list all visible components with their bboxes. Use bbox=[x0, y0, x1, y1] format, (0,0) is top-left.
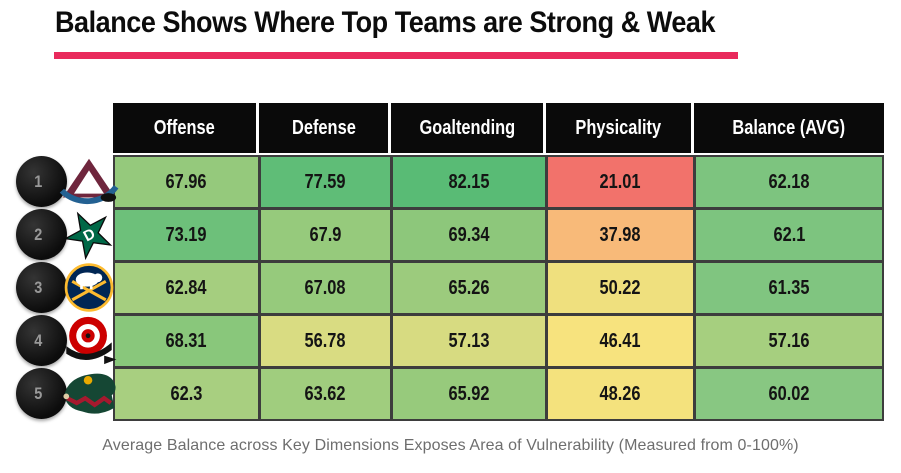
stat-value: 62.1 bbox=[773, 223, 805, 246]
stat-value: 65.26 bbox=[448, 276, 490, 299]
stat-cell: 68.31 bbox=[115, 316, 258, 366]
stat-cell: 57.13 bbox=[393, 316, 545, 366]
rank-number: 4 bbox=[34, 330, 43, 350]
stat-value: 63.62 bbox=[304, 382, 347, 405]
column-header-defense: Defense bbox=[259, 103, 388, 153]
buffalo-sabres-logo bbox=[64, 263, 114, 312]
dallas-stars-logo: D bbox=[63, 211, 113, 261]
stat-value: 57.13 bbox=[448, 329, 490, 352]
stat-cell: 50.22 bbox=[548, 263, 693, 313]
title-underline bbox=[54, 52, 738, 59]
stat-value: 37.98 bbox=[599, 223, 642, 246]
stat-value: 77.59 bbox=[304, 170, 347, 193]
caption: Average Balance across Key Dimensions Ex… bbox=[102, 437, 799, 454]
rank-badge: 1 bbox=[16, 155, 120, 208]
table-header-row: Offense Defense Goaltending Physicality … bbox=[113, 103, 884, 153]
rank-circle: 3 bbox=[16, 262, 67, 313]
stat-cell: 21.01 bbox=[548, 157, 693, 207]
stat-value: 21.01 bbox=[599, 170, 642, 193]
stat-value: 62.18 bbox=[768, 170, 810, 193]
stat-cell: 61.35 bbox=[696, 263, 882, 313]
stat-value: 67.08 bbox=[304, 276, 347, 299]
stat-value: 50.22 bbox=[599, 276, 642, 299]
stat-cell: 73.19 bbox=[115, 210, 258, 260]
rank-number: 1 bbox=[34, 171, 43, 191]
stat-value: 69.34 bbox=[448, 223, 490, 246]
colorado-avalanche-logo bbox=[59, 158, 119, 205]
rank-number: 2 bbox=[34, 224, 43, 244]
stat-value: 67.9 bbox=[309, 223, 342, 246]
stat-cell: 57.16 bbox=[696, 316, 882, 366]
rank-circle: 5 bbox=[16, 368, 67, 419]
stat-cell: 65.26 bbox=[393, 263, 545, 313]
rank-circle: 4 bbox=[16, 315, 67, 366]
stat-cell: 62.84 bbox=[115, 263, 258, 313]
stat-cell: 82.15 bbox=[393, 157, 545, 207]
stat-cell: 46.41 bbox=[548, 316, 693, 366]
rank-badge: 5 bbox=[16, 367, 120, 420]
stat-cell: 60.02 bbox=[696, 369, 882, 419]
stat-value: 67.96 bbox=[165, 170, 208, 193]
stat-cell: 63.62 bbox=[261, 369, 390, 419]
column-header-offense: Offense bbox=[113, 103, 256, 153]
column-header-physicality: Physicality bbox=[546, 103, 691, 153]
stat-value: 82.15 bbox=[448, 170, 490, 193]
rank-badge: 3 bbox=[16, 261, 120, 314]
rank-number: 5 bbox=[34, 383, 43, 403]
stat-cell: 67.9 bbox=[261, 210, 390, 260]
stat-value: 62.84 bbox=[165, 276, 208, 299]
rank-number: 3 bbox=[34, 277, 43, 297]
page-title: Balance Shows Where Top Teams are Strong… bbox=[55, 6, 716, 39]
stat-value: 57.16 bbox=[768, 329, 810, 352]
stat-value: 61.35 bbox=[768, 276, 810, 299]
rank-badge: 4 bbox=[16, 314, 120, 367]
stat-value: 73.19 bbox=[165, 223, 208, 246]
stat-cell: 37.98 bbox=[548, 210, 693, 260]
stats-table-body: 67.96 77.59 82.15 21.01 62.18 73.19 67.9 69.34 3… bbox=[113, 155, 884, 421]
stat-value: 65.92 bbox=[448, 382, 490, 405]
column-header-balance-avg: Balance (AVG) bbox=[694, 103, 884, 153]
stat-value: 56.78 bbox=[304, 329, 347, 352]
stat-value: 68.31 bbox=[165, 329, 208, 352]
stat-cell: 69.34 bbox=[393, 210, 545, 260]
stat-value: 48.26 bbox=[599, 382, 642, 405]
stat-cell: 67.08 bbox=[261, 263, 390, 313]
stat-cell: 48.26 bbox=[548, 369, 693, 419]
stat-cell: 77.59 bbox=[261, 157, 390, 207]
stat-cell: 65.92 bbox=[393, 369, 545, 419]
rank-circle: 2 bbox=[16, 209, 67, 260]
stat-cell: 62.3 bbox=[115, 369, 258, 419]
stat-value: 60.02 bbox=[768, 382, 810, 405]
stat-value: 46.41 bbox=[599, 329, 642, 352]
minnesota-wild-logo bbox=[63, 373, 116, 414]
rank-badge: 2 D bbox=[16, 208, 120, 261]
rank-circle: 1 bbox=[16, 156, 67, 207]
column-header-goaltending: Goaltending bbox=[391, 103, 543, 153]
stat-value: 62.3 bbox=[170, 382, 203, 405]
carolina-hurricanes-logo bbox=[66, 316, 117, 365]
stat-cell: 62.18 bbox=[696, 157, 882, 207]
stat-cell: 67.96 bbox=[115, 157, 258, 207]
stat-cell: 62.1 bbox=[696, 210, 882, 260]
stat-cell: 56.78 bbox=[261, 316, 390, 366]
